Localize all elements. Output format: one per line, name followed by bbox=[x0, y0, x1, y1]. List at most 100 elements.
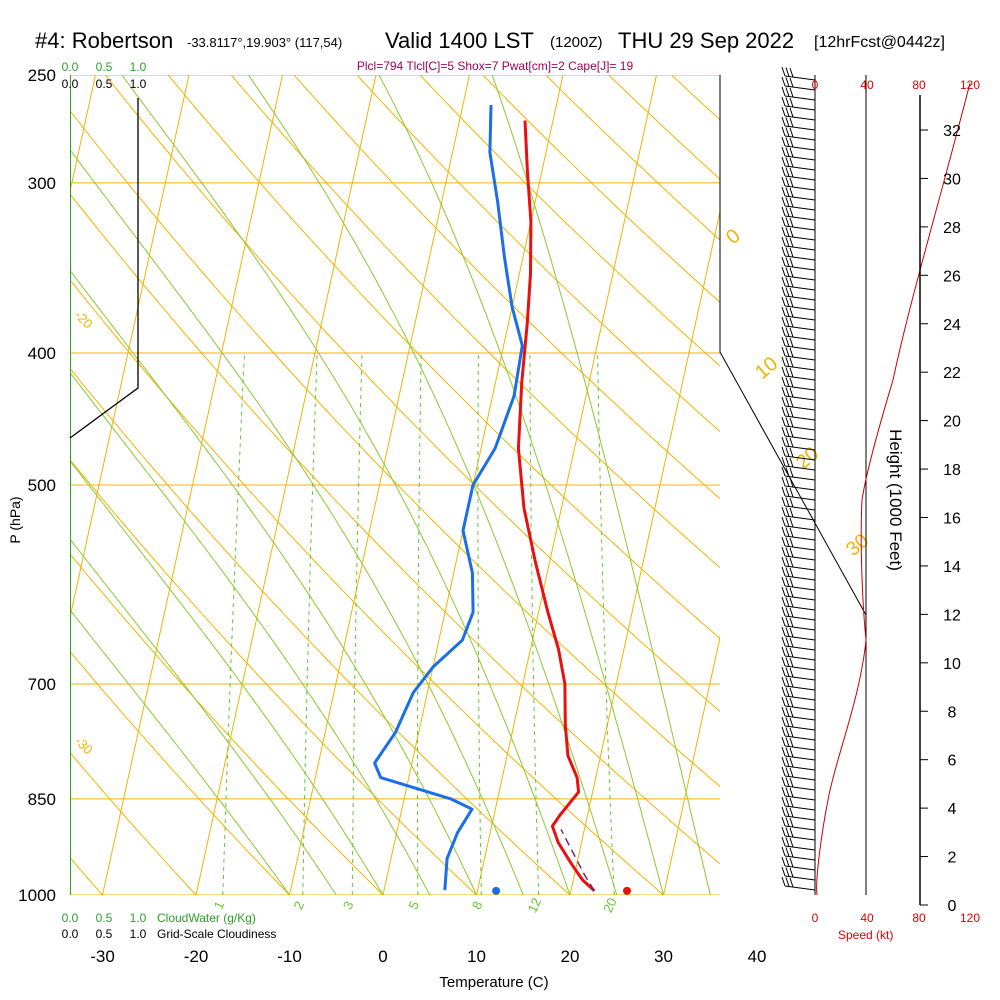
wind-barb-feather bbox=[789, 577, 794, 588]
wind-barb-feather bbox=[785, 377, 790, 387]
wind-barb bbox=[784, 535, 816, 541]
wind-barb-feather bbox=[789, 417, 794, 428]
wind-barb bbox=[784, 795, 816, 801]
wind-barb bbox=[784, 435, 816, 441]
height-tick-12: 12 bbox=[943, 607, 961, 624]
moist-adiabat bbox=[378, 75, 664, 895]
wind-barb-feather bbox=[781, 66, 786, 77]
wind-barb-feather bbox=[789, 197, 794, 208]
wind-barb bbox=[784, 505, 816, 511]
forecast-date: THU 29 Sep 2022 bbox=[618, 28, 794, 53]
wind-barb-feather bbox=[789, 237, 794, 248]
wind-barb bbox=[784, 235, 816, 241]
wind-barb-feather bbox=[789, 717, 794, 728]
mixing-ratio-line bbox=[529, 352, 540, 895]
wind-barb-feather bbox=[785, 787, 790, 797]
moist-adiabat bbox=[70, 371, 431, 895]
wind-barb bbox=[784, 365, 816, 371]
temperature-axis: -30 -20 -10 0 10 20 30 40 bbox=[90, 947, 766, 966]
wind-barb-feather bbox=[789, 567, 794, 578]
pressure-tick-850: 850 bbox=[28, 790, 56, 809]
isotherm bbox=[0, 75, 2, 895]
wind-barb-feather bbox=[781, 706, 786, 717]
wind-barb-feather bbox=[789, 427, 794, 438]
wind-barb-feather bbox=[785, 737, 790, 747]
wind-barb-feather bbox=[789, 757, 794, 768]
wind-barb bbox=[784, 605, 816, 611]
wind-barb-feather bbox=[781, 656, 786, 667]
wind-barb-feather bbox=[789, 327, 794, 338]
wind-barb bbox=[784, 635, 816, 641]
wind-barb-feather bbox=[781, 826, 786, 837]
wind-barb-feather bbox=[781, 146, 786, 157]
pressure-axis: 250 300 400 500 700 850 1000 bbox=[18, 66, 56, 905]
wind-barb-feather bbox=[785, 407, 790, 417]
wind-barb bbox=[784, 595, 816, 601]
wind-barb-feather bbox=[781, 196, 786, 207]
wind-barb-feather bbox=[789, 727, 794, 738]
cloud-panel: 0.0 0.5 1.0 0.0 0.5 1.0 0.0 0.5 1.0 CloudWater (g… bbox=[62, 60, 867, 941]
wind-barb-feather bbox=[781, 666, 786, 677]
cloudiness-top-tick: 1.0 bbox=[130, 77, 147, 91]
cloudiness-bottom-tick: 1.0 bbox=[130, 927, 147, 941]
wind-barb-feather bbox=[785, 577, 790, 587]
wind-barb-feather bbox=[785, 707, 790, 717]
wind-barb bbox=[784, 465, 816, 471]
wind-barb-feather bbox=[789, 467, 794, 478]
wind-barb-feather bbox=[789, 107, 794, 118]
wind-barb-feather bbox=[781, 446, 786, 457]
wind-barb-feather bbox=[789, 367, 794, 378]
wind-barb-feather bbox=[781, 856, 786, 867]
wind-barb-feather bbox=[789, 867, 794, 878]
cloudwater-bottom-tick: 0.0 bbox=[62, 911, 79, 925]
wind-barb-feather bbox=[785, 667, 790, 677]
wind-barb-feather bbox=[785, 267, 790, 277]
wind-barb bbox=[784, 225, 816, 231]
wind-barb-feather bbox=[785, 807, 790, 817]
temperature-tick--30: -30 bbox=[90, 947, 115, 966]
wind-barb-feather bbox=[781, 786, 786, 797]
wind-barb-feather bbox=[785, 447, 790, 457]
moist-adiabat bbox=[70, 149, 524, 895]
mixing-ratio-label: 12 bbox=[524, 895, 544, 914]
wind-barb-feather bbox=[789, 657, 794, 668]
speed-bottom-tick: 40 bbox=[860, 911, 874, 925]
wind-barb bbox=[784, 475, 816, 481]
station-title: #4: Robertson bbox=[35, 28, 173, 53]
wind-barb-feather bbox=[789, 247, 794, 258]
mixing-ratio-line bbox=[302, 352, 318, 895]
wind-barb-feather bbox=[789, 147, 794, 158]
wind-barb bbox=[784, 75, 816, 81]
wind-barb bbox=[784, 785, 816, 791]
wind-barb-feather bbox=[785, 647, 790, 657]
surface-temperature bbox=[623, 886, 632, 895]
isotherm bbox=[289, 75, 470, 895]
temperature-tick-40: 40 bbox=[748, 947, 767, 966]
wind-barb-feather bbox=[781, 796, 786, 807]
wind-barb-feather bbox=[785, 417, 790, 427]
wind-barb-feather bbox=[785, 127, 790, 137]
wind-barb bbox=[784, 325, 816, 331]
wind-barb-feather bbox=[781, 106, 786, 117]
wind-barb-feather bbox=[789, 157, 794, 168]
mixing-ratio-line bbox=[597, 352, 615, 895]
wind-barb-feather bbox=[781, 526, 786, 537]
wind-barb-feather bbox=[789, 77, 794, 88]
wind-barb-feather bbox=[785, 167, 790, 177]
wind-barb-feather bbox=[789, 667, 794, 678]
wind-barb-feather bbox=[789, 187, 794, 198]
wind-barb bbox=[784, 275, 816, 281]
height-tick-4: 4 bbox=[948, 801, 957, 818]
wind-barb-feather bbox=[785, 117, 790, 127]
wind-barb-feather bbox=[781, 376, 786, 387]
wind-barb bbox=[784, 135, 816, 141]
wind-barb-feather bbox=[781, 86, 786, 97]
wind-barb-feather bbox=[781, 276, 786, 287]
speed-top-tick: 80 bbox=[912, 78, 926, 92]
moist-adiabat bbox=[121, 75, 571, 895]
moist-adiabat bbox=[70, 538, 337, 895]
wind-barb-feather bbox=[785, 197, 790, 207]
wind-barb-feather bbox=[781, 516, 786, 527]
wind-barb-feather bbox=[781, 576, 786, 587]
